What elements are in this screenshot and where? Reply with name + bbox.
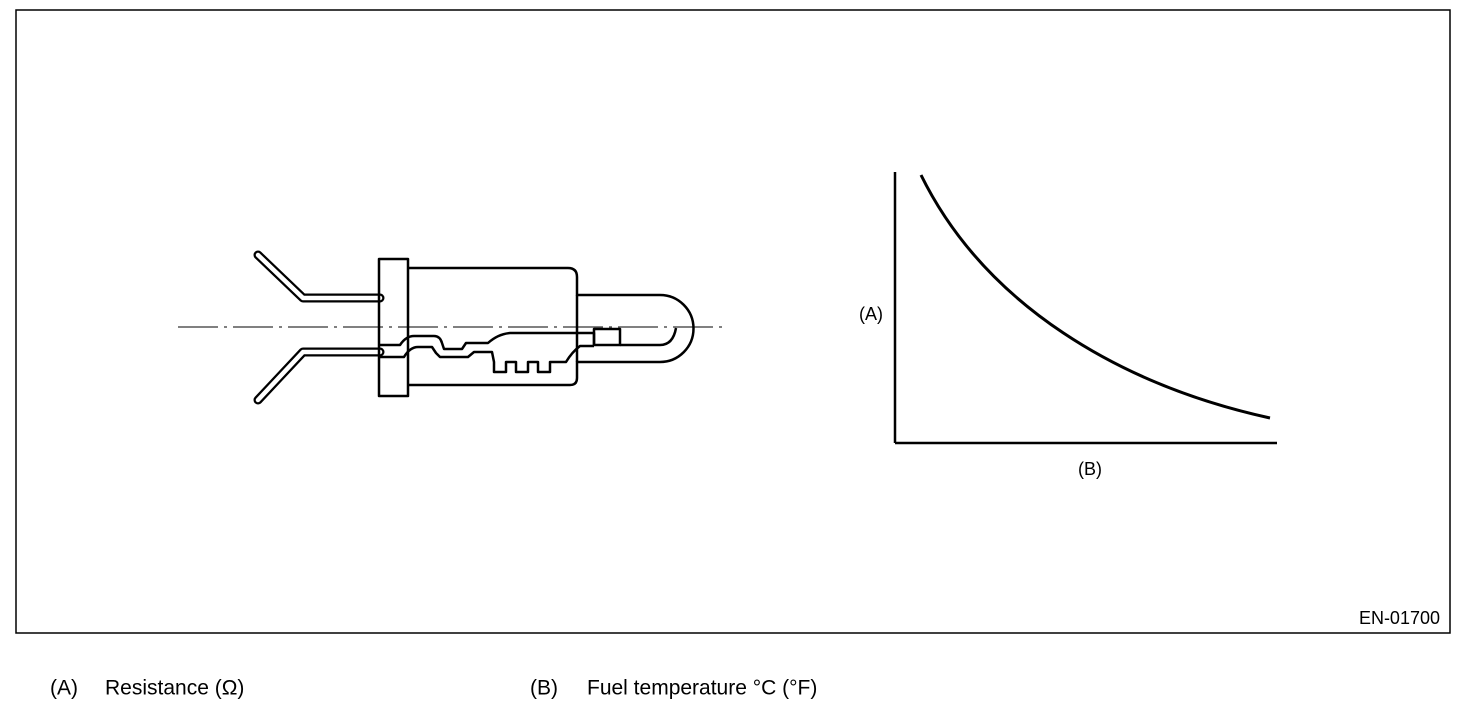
frame [15,9,1451,634]
legend-text: Resistance (Ω) [105,677,244,700]
x-axis-label: (B) [1078,459,1102,479]
sensor-drawing [178,250,722,405]
figure-id: EN-01700 [1359,608,1440,628]
y-axis-label: (A) [859,304,883,324]
legend-text: Fuel temperature °C (°F) [587,677,817,700]
characteristic-graph [893,172,1277,445]
legend-key: (A) [50,677,78,700]
legend-key: (B) [530,677,558,700]
